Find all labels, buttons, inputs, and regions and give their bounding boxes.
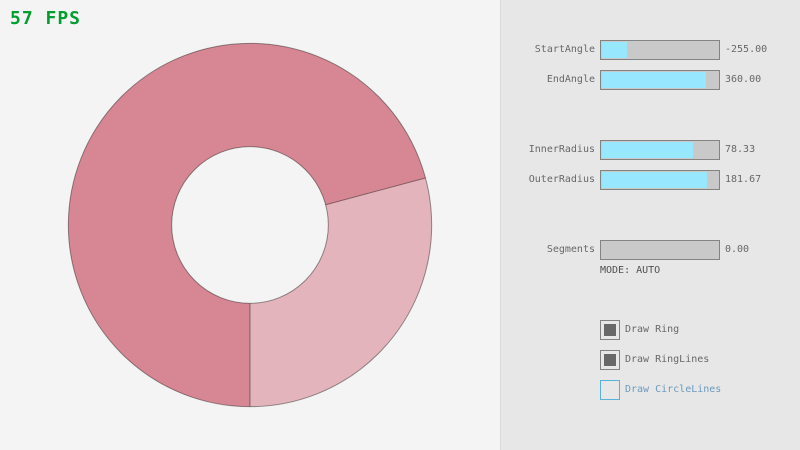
slider-label-segments: Segments <box>546 244 595 255</box>
slider-label-startangle: StartAngle <box>534 44 595 55</box>
slider-value-innerradius: 78.33 <box>725 144 756 155</box>
ring-base-fill <box>68 43 432 407</box>
slider-startangle[interactable] <box>600 40 720 60</box>
slider-innerradius[interactable] <box>600 140 720 160</box>
checkbox-label-draw-ring: Draw Ring <box>625 324 680 335</box>
slider-value-endangle: 360.00 <box>725 74 762 85</box>
ring-overlap-fill <box>68 43 426 407</box>
slider-segments[interactable] <box>600 240 720 260</box>
checkbox-draw-ring[interactable] <box>600 320 620 340</box>
slider-label-endangle: EndAngle <box>546 74 595 85</box>
slider-value-startangle: -255.00 <box>725 44 768 55</box>
slider-fill-endangle <box>602 72 706 88</box>
slider-endangle[interactable] <box>600 70 720 90</box>
slider-fill-outerradius <box>602 172 707 188</box>
slider-value-segments: 0.00 <box>725 244 750 255</box>
checkbox-check-icon <box>604 324 616 336</box>
slider-value-outerradius: 181.67 <box>725 174 762 185</box>
checkbox-draw-ringlines[interactable] <box>600 350 620 370</box>
slider-label-outerradius: OuterRadius <box>528 174 595 185</box>
fps-counter: 57 FPS <box>10 8 82 29</box>
slider-label-innerradius: InnerRadius <box>528 144 595 155</box>
ring-inner-line <box>171 146 329 304</box>
checkbox-label-draw-ringlines: Draw RingLines <box>625 354 710 365</box>
slider-fill-startangle <box>602 42 627 58</box>
slider-fill-innerradius <box>602 142 693 158</box>
slider-outerradius[interactable] <box>600 170 720 190</box>
ring-radial-line-start <box>325 177 426 206</box>
checkbox-label-draw-circlelines: Draw CircleLines <box>625 384 722 395</box>
checkbox-draw-circlelines[interactable] <box>600 380 620 400</box>
checkbox-check-icon <box>604 354 616 366</box>
mode-text: MODE: AUTO <box>600 265 661 276</box>
ring-outer-line <box>67 42 433 408</box>
